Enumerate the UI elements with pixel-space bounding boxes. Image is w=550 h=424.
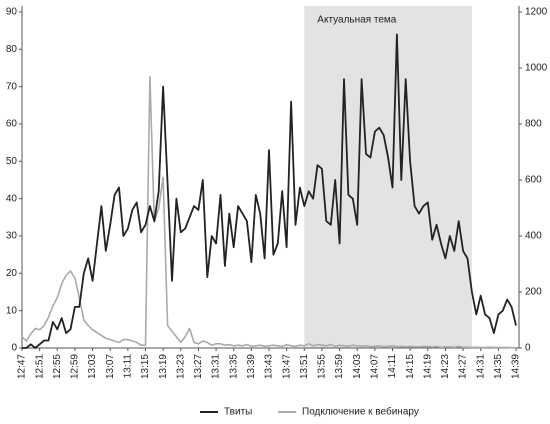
- y-tick-label: 10: [6, 305, 18, 316]
- x-tick-label: 14:23: [440, 354, 451, 379]
- highlight-band: [304, 6, 472, 348]
- x-tick-label: 13:39: [246, 354, 257, 379]
- y-tick-label: 70: [6, 81, 18, 92]
- y2-tick-label: 0: [525, 343, 531, 354]
- y2-tick-label: 400: [525, 231, 542, 242]
- y-tick-label: 80: [6, 44, 18, 55]
- x-tick-label: 14:35: [493, 354, 504, 379]
- y2-tick-label: 200: [525, 287, 542, 298]
- series-line: [22, 33, 517, 349]
- y2-tick-label: 1000: [525, 63, 548, 74]
- y2-tick-label: 800: [525, 119, 542, 130]
- y2-tick-label: 600: [525, 175, 542, 186]
- x-tick-label: 13:59: [334, 354, 345, 379]
- x-tick-label: 12:59: [70, 354, 81, 379]
- y-tick-label: 20: [6, 268, 18, 279]
- series-line: [21, 75, 516, 349]
- x-tick-label: 13:47: [281, 354, 292, 379]
- y2-tick-label: 1200: [525, 7, 548, 18]
- x-tick-label: 14:19: [422, 354, 433, 379]
- y-tick-label: 90: [6, 7, 18, 18]
- x-tick-label: 13:43: [264, 354, 275, 379]
- y-tick-label: 30: [6, 231, 18, 242]
- y-tick-label: 0: [11, 343, 17, 354]
- y-tick-label: 60: [6, 119, 18, 130]
- x-tick-label: 14:39: [511, 354, 522, 379]
- x-tick-label: 12:51: [34, 354, 45, 379]
- x-tick-label: 13:23: [175, 354, 186, 379]
- x-tick-label: 14:07: [369, 354, 380, 379]
- x-tick-label: 13:51: [299, 354, 310, 379]
- x-tick-label: 14:03: [352, 354, 363, 379]
- x-tick-label: 14:27: [458, 354, 469, 379]
- x-tick-label: 14:31: [475, 354, 486, 379]
- x-tick-label: 13:07: [105, 354, 116, 379]
- x-tick-label: 13:55: [317, 354, 328, 379]
- x-tick-label: 13:35: [228, 354, 239, 379]
- x-tick-label: 13:31: [211, 354, 222, 379]
- legend-label: Подключение к вебинару: [302, 406, 419, 418]
- x-tick-label: 13:27: [193, 354, 204, 379]
- x-tick-label: 13:15: [140, 354, 151, 379]
- x-tick-label: 12:55: [52, 354, 63, 379]
- y-tick-label: 50: [6, 156, 18, 167]
- x-tick-label: 13:03: [87, 354, 98, 379]
- x-tick-label: 13:11: [122, 354, 133, 379]
- x-tick-label: 14:15: [405, 354, 416, 379]
- x-tick-label: 13:19: [158, 354, 169, 379]
- highlight-label: Актуальная тема: [317, 15, 397, 26]
- x-tick-label: 12:47: [17, 354, 28, 379]
- y-tick-label: 40: [6, 193, 18, 204]
- x-tick-label: 14:11: [387, 354, 398, 379]
- legend-label: Твиты: [224, 407, 252, 418]
